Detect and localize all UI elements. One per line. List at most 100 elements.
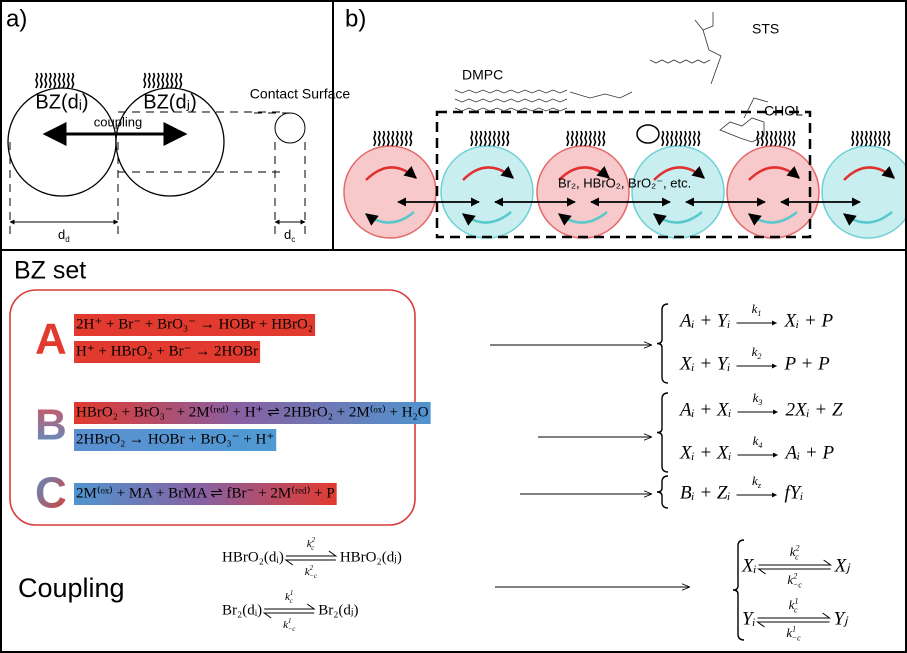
- dimension-label-base: d: [58, 227, 65, 242]
- molecule-label: CHOL: [764, 103, 803, 119]
- lipid: [162, 73, 164, 88]
- group-letter: B: [35, 401, 67, 450]
- molecule: [695, 12, 721, 84]
- lipid: [485, 131, 487, 146]
- model-term: Aᵢ + P: [784, 442, 835, 463]
- lipid: [503, 131, 505, 146]
- rate-constant-sub: 3: [757, 398, 762, 407]
- species-label: Br₂, HBrO₂, BrO₂⁻, etc.: [558, 175, 691, 190]
- lipid: [59, 73, 61, 88]
- lipid: [388, 131, 390, 146]
- lipid: [149, 73, 151, 88]
- reaction: H⁺ + HBrO₂ + Br⁻ → 2HOBr: [76, 343, 258, 359]
- rate-constant-sub: c: [795, 552, 799, 561]
- figure: DMPCSTSCHOLBr₂, HBrO₂, BrO₂⁻, etc. a)BZ(…: [0, 0, 907, 653]
- lipid: [576, 131, 578, 146]
- lipid: [884, 131, 886, 146]
- lipid: [662, 131, 664, 146]
- lipid: [406, 131, 408, 146]
- lipid: [861, 131, 863, 146]
- rate-constant-sub: −c: [793, 580, 802, 589]
- rate-constant-sup: 2: [796, 543, 800, 552]
- lipid: [888, 131, 890, 146]
- lipid: [176, 73, 178, 88]
- forward-arrow: [264, 604, 314, 609]
- coupling-term: Br₂(dⱼ): [318, 602, 358, 618]
- dimension-label-base: d: [284, 227, 291, 242]
- lipid: [63, 73, 65, 88]
- lipid: [72, 73, 74, 88]
- rate-constant-sub: 4: [758, 441, 762, 450]
- rate-constant-sub: c: [311, 544, 314, 551]
- lipid: [401, 131, 403, 146]
- rate-constant-sub: 1: [757, 309, 761, 318]
- lipid: [167, 73, 169, 88]
- lipid: [36, 73, 38, 88]
- rate-constant-sup: 1: [288, 618, 291, 625]
- lipid: [54, 73, 56, 88]
- lipid: [685, 131, 687, 146]
- molecule-label: DMPC: [462, 67, 503, 83]
- rate-constant-sup: 1: [792, 624, 796, 633]
- model-term: Xᵢ: [741, 555, 757, 576]
- lipid: [775, 131, 777, 146]
- droplet: [441, 146, 533, 238]
- reaction: HBrO₂ + BrO₃⁻ + 2M⁽ʳᵉᵈ⁾ + H⁺ ⇌ 2HBrO₂ + …: [76, 404, 429, 420]
- droplet: [632, 146, 724, 238]
- molecule: [720, 98, 768, 142]
- droplet: [344, 146, 436, 238]
- reaction: 2HBrO₂ → HOBr + BrO₃⁻ + H⁺: [76, 431, 274, 447]
- rate-constant-sub: −c: [288, 625, 296, 632]
- lipid: [780, 131, 782, 146]
- rate-constant-sub: z: [757, 481, 762, 490]
- forward-arrow: [286, 551, 336, 556]
- lipid: [68, 73, 70, 88]
- lipid: [599, 131, 601, 146]
- coupling-term: HBrO₂(dⱼ): [340, 549, 402, 565]
- rate-constant-sup: 1: [290, 590, 293, 597]
- model-term: Xᵢ + Xᵢ: [679, 442, 732, 463]
- rate-constant: k3: [753, 390, 763, 407]
- lipid: [694, 131, 696, 146]
- lipid: [50, 73, 52, 88]
- lipid: [153, 73, 155, 88]
- lipid: [498, 131, 500, 146]
- molecule: [455, 90, 567, 93]
- lipid: [793, 131, 795, 146]
- lipid: [45, 73, 47, 88]
- lipid: [870, 131, 872, 146]
- model-term: Xⱼ: [834, 555, 852, 576]
- lipid: [581, 131, 583, 146]
- droplet: [727, 146, 819, 238]
- lipid: [875, 131, 877, 146]
- lipid: [471, 131, 473, 146]
- contact-label: Contact Surface: [250, 86, 351, 102]
- group-letter: C: [35, 469, 67, 518]
- reaction: 2M⁽ᵒˣ⁾ + MA + BrMA ⇌ fBr⁻ + 2M⁽ʳᵉᵈ⁾ + P: [76, 485, 335, 501]
- lipid: [698, 131, 700, 146]
- lipid: [680, 131, 682, 146]
- molecule: [455, 99, 567, 102]
- rate-constant-sup: 2: [310, 565, 314, 572]
- lipid: [857, 131, 859, 146]
- lipid: [507, 131, 509, 146]
- dimension-label: dd: [58, 227, 70, 244]
- coupling-label: coupling: [94, 114, 142, 129]
- highlight-ring: [637, 125, 659, 143]
- dimension-label: dc: [284, 227, 295, 244]
- lipid: [585, 131, 587, 146]
- rate-constant-sub: −c: [792, 633, 801, 642]
- section-title: Coupling: [18, 573, 125, 603]
- lipid: [594, 131, 596, 146]
- lipid: [879, 131, 881, 146]
- lipid: [866, 131, 868, 146]
- lipid: [590, 131, 592, 146]
- droplet-label: BZ(dᵢ): [35, 91, 88, 113]
- rate-constant-sub: −c: [309, 572, 317, 579]
- lipid: [397, 131, 399, 146]
- lipid: [789, 131, 791, 146]
- coupling-term: HBrO₂(dᵢ): [222, 549, 284, 565]
